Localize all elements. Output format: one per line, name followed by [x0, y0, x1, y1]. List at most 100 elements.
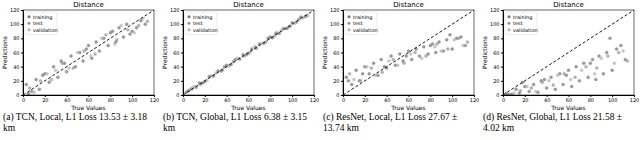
reference-line [23, 10, 154, 95]
point [104, 33, 107, 36]
y-tick-label: 120 [170, 7, 180, 13]
legend-marker [27, 28, 30, 31]
point [359, 79, 362, 82]
x-tick: 120 [310, 95, 320, 103]
x-tick-label: 20 [202, 97, 208, 103]
y-tick-label: 60 [173, 50, 179, 56]
x-tick-label: 20 [362, 97, 368, 103]
x-tick-label: 60 [406, 97, 412, 103]
y-tick-label: 20 [333, 78, 339, 84]
point [350, 83, 353, 86]
y-axis: 020406080100120 [330, 7, 344, 98]
y-tick: 0 [336, 92, 343, 98]
y-tick: 20 [173, 78, 183, 84]
x-tick: 20 [202, 95, 208, 103]
point [107, 44, 110, 47]
legend-marker [187, 28, 190, 31]
x-tick-label: 0 [22, 97, 25, 103]
y-tick-mark [181, 67, 183, 68]
x-tick: 80 [268, 95, 274, 103]
point [578, 79, 581, 82]
y-tick-mark [181, 10, 183, 11]
y-tick: 40 [493, 64, 503, 70]
point [32, 91, 35, 94]
caption: (c) ResNet, Local, L1 Loss 27.67 ± 13.74… [323, 112, 478, 135]
point [100, 37, 103, 40]
y-tick: 40 [13, 64, 23, 70]
y-tick-mark [181, 38, 183, 39]
y-tick-label: 40 [493, 64, 499, 70]
x-tick: 80 [588, 95, 594, 103]
x-tick-label: 0 [502, 97, 505, 103]
y-tick-label: 0 [496, 92, 499, 98]
point [348, 72, 351, 75]
x-axis: 020406080100120 [502, 95, 639, 103]
legend-label: test [193, 20, 203, 26]
y-tick-label: 40 [173, 64, 179, 70]
point [192, 85, 195, 88]
y-axis: 020406080100120 [10, 7, 24, 98]
x-tick: 100 [288, 95, 298, 103]
point [420, 57, 423, 60]
point [392, 58, 395, 61]
y-tick: 120 [170, 7, 183, 13]
point [28, 86, 31, 89]
x-tick: 60 [86, 95, 92, 103]
y-axis: 020406080100120 [170, 7, 184, 98]
point [126, 28, 129, 31]
chart: Distance020406080100120020406080100120Tr… [480, 0, 640, 113]
point [615, 47, 618, 50]
point [457, 37, 460, 40]
point [602, 72, 605, 75]
y-axis-label: Predictions [321, 36, 328, 69]
x-tick: 80 [108, 95, 114, 103]
point [61, 62, 64, 65]
point [38, 88, 41, 91]
x-tick-label: 120 [310, 97, 320, 103]
y-tick: 60 [493, 50, 503, 56]
point [72, 67, 75, 70]
legend-box [185, 12, 217, 35]
point [574, 76, 577, 79]
point [409, 52, 412, 55]
point [595, 67, 598, 70]
point [48, 81, 51, 84]
panel: Distance020406080100120020406080100120Tr… [320, 0, 480, 141]
y-tick: 0 [16, 92, 23, 98]
point [355, 69, 358, 72]
y-tick-label: 40 [333, 64, 339, 70]
y-tick-mark [181, 81, 183, 82]
point [429, 44, 432, 47]
point [617, 51, 620, 54]
legend-box [25, 12, 57, 35]
y-tick-mark [181, 53, 183, 54]
y-tick-label: 120 [330, 7, 340, 13]
series-test [348, 37, 469, 83]
legend-marker [187, 22, 190, 25]
x-tick-label: 80 [428, 97, 434, 103]
point [580, 69, 583, 72]
series-test [28, 20, 149, 90]
y-tick-label: 80 [333, 35, 339, 41]
x-tick: 60 [566, 95, 572, 103]
y-tick-label: 100 [170, 21, 180, 27]
point [144, 23, 147, 26]
series-validation [32, 17, 144, 94]
y-tick: 100 [10, 21, 23, 27]
x-axis: 020406080100120 [342, 95, 479, 103]
point [414, 51, 417, 54]
point [407, 50, 410, 53]
point [39, 79, 42, 82]
marks [23, 10, 154, 95]
panel: Distance020406080100120020406080100120Tr… [480, 0, 640, 141]
point [410, 58, 413, 61]
y-tick-label: 120 [490, 7, 500, 13]
y-tick: 40 [333, 64, 343, 70]
y-tick-label: 20 [173, 78, 179, 84]
point [422, 45, 425, 48]
y-tick: 0 [176, 92, 183, 98]
legend: trainingtestvalidation [345, 12, 378, 35]
series-validation [192, 16, 304, 88]
y-tick: 20 [333, 78, 343, 84]
legend-label: validation [193, 27, 218, 33]
